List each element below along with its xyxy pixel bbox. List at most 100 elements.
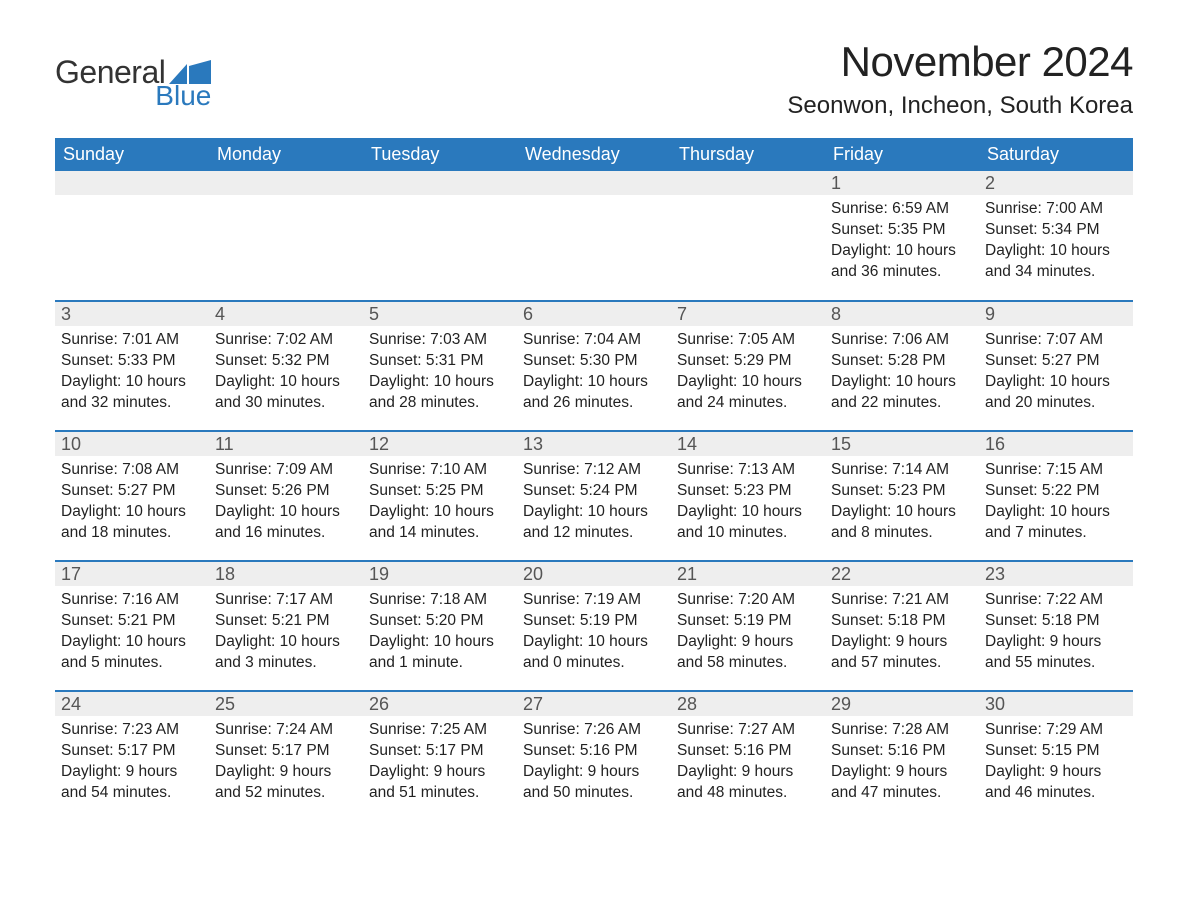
sunset-line: Sunset: 5:19 PM bbox=[523, 611, 665, 632]
day-data: Sunrise: 7:04 AMSunset: 5:30 PMDaylight:… bbox=[517, 326, 671, 420]
day-cell: 6Sunrise: 7:04 AMSunset: 5:30 PMDaylight… bbox=[517, 301, 671, 431]
daylight-line-1: Daylight: 10 hours bbox=[369, 502, 511, 523]
daylight-line-2: and 1 minute. bbox=[369, 653, 511, 674]
sunset-line: Sunset: 5:24 PM bbox=[523, 481, 665, 502]
sunset-line: Sunset: 5:26 PM bbox=[215, 481, 357, 502]
sunset-line: Sunset: 5:31 PM bbox=[369, 351, 511, 372]
sunrise-line: Sunrise: 7:22 AM bbox=[985, 590, 1127, 611]
daylight-line-2: and 55 minutes. bbox=[985, 653, 1127, 674]
day-cell: 24Sunrise: 7:23 AMSunset: 5:17 PMDayligh… bbox=[55, 691, 209, 821]
daylight-line-2: and 14 minutes. bbox=[369, 523, 511, 544]
day-cell: 1Sunrise: 6:59 AMSunset: 5:35 PMDaylight… bbox=[825, 171, 979, 301]
weekday-row: Sunday Monday Tuesday Wednesday Thursday… bbox=[55, 138, 1133, 171]
daylight-line-1: Daylight: 10 hours bbox=[985, 241, 1127, 262]
day-data: Sunrise: 7:16 AMSunset: 5:21 PMDaylight:… bbox=[55, 586, 209, 680]
daylight-line-1: Daylight: 9 hours bbox=[831, 762, 973, 783]
daylight-line-1: Daylight: 10 hours bbox=[985, 372, 1127, 393]
day-number: 19 bbox=[363, 562, 517, 586]
header: General Blue November 2024 Seonwon, Inch… bbox=[55, 38, 1133, 120]
day-cell bbox=[671, 171, 825, 301]
day-data: Sunrise: 7:20 AMSunset: 5:19 PMDaylight:… bbox=[671, 586, 825, 680]
sunrise-line: Sunrise: 7:24 AM bbox=[215, 720, 357, 741]
weekday-header: Saturday bbox=[979, 138, 1133, 171]
daylight-line-2: and 5 minutes. bbox=[61, 653, 203, 674]
sunrise-line: Sunrise: 7:28 AM bbox=[831, 720, 973, 741]
day-number: 30 bbox=[979, 692, 1133, 716]
day-data: Sunrise: 7:21 AMSunset: 5:18 PMDaylight:… bbox=[825, 586, 979, 680]
day-number: 25 bbox=[209, 692, 363, 716]
day-cell: 21Sunrise: 7:20 AMSunset: 5:19 PMDayligh… bbox=[671, 561, 825, 691]
sunset-line: Sunset: 5:15 PM bbox=[985, 741, 1127, 762]
day-data: Sunrise: 7:12 AMSunset: 5:24 PMDaylight:… bbox=[517, 456, 671, 550]
day-cell: 26Sunrise: 7:25 AMSunset: 5:17 PMDayligh… bbox=[363, 691, 517, 821]
day-number: 24 bbox=[55, 692, 209, 716]
daylight-line-2: and 51 minutes. bbox=[369, 783, 511, 804]
sunset-line: Sunset: 5:18 PM bbox=[831, 611, 973, 632]
day-data: Sunrise: 7:07 AMSunset: 5:27 PMDaylight:… bbox=[979, 326, 1133, 420]
day-number: 5 bbox=[363, 302, 517, 326]
day-cell: 25Sunrise: 7:24 AMSunset: 5:17 PMDayligh… bbox=[209, 691, 363, 821]
daylight-line-1: Daylight: 10 hours bbox=[523, 632, 665, 653]
daylight-line-1: Daylight: 10 hours bbox=[369, 632, 511, 653]
day-number: 16 bbox=[979, 432, 1133, 456]
daylight-line-2: and 16 minutes. bbox=[215, 523, 357, 544]
day-data: Sunrise: 7:08 AMSunset: 5:27 PMDaylight:… bbox=[55, 456, 209, 550]
calendar-head: Sunday Monday Tuesday Wednesday Thursday… bbox=[55, 138, 1133, 171]
sunset-line: Sunset: 5:25 PM bbox=[369, 481, 511, 502]
day-number bbox=[55, 171, 209, 195]
sunrise-line: Sunrise: 7:19 AM bbox=[523, 590, 665, 611]
sunset-line: Sunset: 5:29 PM bbox=[677, 351, 819, 372]
daylight-line-2: and 32 minutes. bbox=[61, 393, 203, 414]
sunset-line: Sunset: 5:16 PM bbox=[523, 741, 665, 762]
day-cell: 16Sunrise: 7:15 AMSunset: 5:22 PMDayligh… bbox=[979, 431, 1133, 561]
sunrise-line: Sunrise: 7:06 AM bbox=[831, 330, 973, 351]
sunset-line: Sunset: 5:17 PM bbox=[61, 741, 203, 762]
sunrise-line: Sunrise: 7:15 AM bbox=[985, 460, 1127, 481]
day-cell: 28Sunrise: 7:27 AMSunset: 5:16 PMDayligh… bbox=[671, 691, 825, 821]
day-number: 3 bbox=[55, 302, 209, 326]
sunrise-line: Sunrise: 7:21 AM bbox=[831, 590, 973, 611]
daylight-line-1: Daylight: 10 hours bbox=[523, 502, 665, 523]
sunrise-line: Sunrise: 7:20 AM bbox=[677, 590, 819, 611]
daylight-line-1: Daylight: 10 hours bbox=[369, 372, 511, 393]
day-data: Sunrise: 7:03 AMSunset: 5:31 PMDaylight:… bbox=[363, 326, 517, 420]
day-cell: 30Sunrise: 7:29 AMSunset: 5:15 PMDayligh… bbox=[979, 691, 1133, 821]
daylight-line-1: Daylight: 10 hours bbox=[61, 502, 203, 523]
day-cell: 13Sunrise: 7:12 AMSunset: 5:24 PMDayligh… bbox=[517, 431, 671, 561]
daylight-line-2: and 46 minutes. bbox=[985, 783, 1127, 804]
daylight-line-2: and 24 minutes. bbox=[677, 393, 819, 414]
day-number: 20 bbox=[517, 562, 671, 586]
day-data: Sunrise: 7:28 AMSunset: 5:16 PMDaylight:… bbox=[825, 716, 979, 810]
day-cell: 2Sunrise: 7:00 AMSunset: 5:34 PMDaylight… bbox=[979, 171, 1133, 301]
day-number: 6 bbox=[517, 302, 671, 326]
sunset-line: Sunset: 5:23 PM bbox=[677, 481, 819, 502]
day-cell: 10Sunrise: 7:08 AMSunset: 5:27 PMDayligh… bbox=[55, 431, 209, 561]
daylight-line-2: and 36 minutes. bbox=[831, 262, 973, 283]
sunrise-line: Sunrise: 7:18 AM bbox=[369, 590, 511, 611]
daylight-line-1: Daylight: 10 hours bbox=[831, 502, 973, 523]
daylight-line-1: Daylight: 10 hours bbox=[677, 502, 819, 523]
day-cell: 27Sunrise: 7:26 AMSunset: 5:16 PMDayligh… bbox=[517, 691, 671, 821]
day-cell: 23Sunrise: 7:22 AMSunset: 5:18 PMDayligh… bbox=[979, 561, 1133, 691]
daylight-line-1: Daylight: 10 hours bbox=[985, 502, 1127, 523]
day-data: Sunrise: 7:00 AMSunset: 5:34 PMDaylight:… bbox=[979, 195, 1133, 289]
weekday-header: Tuesday bbox=[363, 138, 517, 171]
daylight-line-2: and 7 minutes. bbox=[985, 523, 1127, 544]
day-data: Sunrise: 7:18 AMSunset: 5:20 PMDaylight:… bbox=[363, 586, 517, 680]
day-number: 8 bbox=[825, 302, 979, 326]
day-cell: 7Sunrise: 7:05 AMSunset: 5:29 PMDaylight… bbox=[671, 301, 825, 431]
day-number: 23 bbox=[979, 562, 1133, 586]
daylight-line-2: and 10 minutes. bbox=[677, 523, 819, 544]
day-cell: 9Sunrise: 7:07 AMSunset: 5:27 PMDaylight… bbox=[979, 301, 1133, 431]
daylight-line-1: Daylight: 10 hours bbox=[831, 241, 973, 262]
day-number: 11 bbox=[209, 432, 363, 456]
daylight-line-1: Daylight: 10 hours bbox=[215, 502, 357, 523]
daylight-line-2: and 52 minutes. bbox=[215, 783, 357, 804]
day-number bbox=[363, 171, 517, 195]
day-cell bbox=[363, 171, 517, 301]
day-data: Sunrise: 7:01 AMSunset: 5:33 PMDaylight:… bbox=[55, 326, 209, 420]
day-data: Sunrise: 7:23 AMSunset: 5:17 PMDaylight:… bbox=[55, 716, 209, 810]
day-data: Sunrise: 7:29 AMSunset: 5:15 PMDaylight:… bbox=[979, 716, 1133, 810]
daylight-line-1: Daylight: 9 hours bbox=[61, 762, 203, 783]
daylight-line-2: and 26 minutes. bbox=[523, 393, 665, 414]
